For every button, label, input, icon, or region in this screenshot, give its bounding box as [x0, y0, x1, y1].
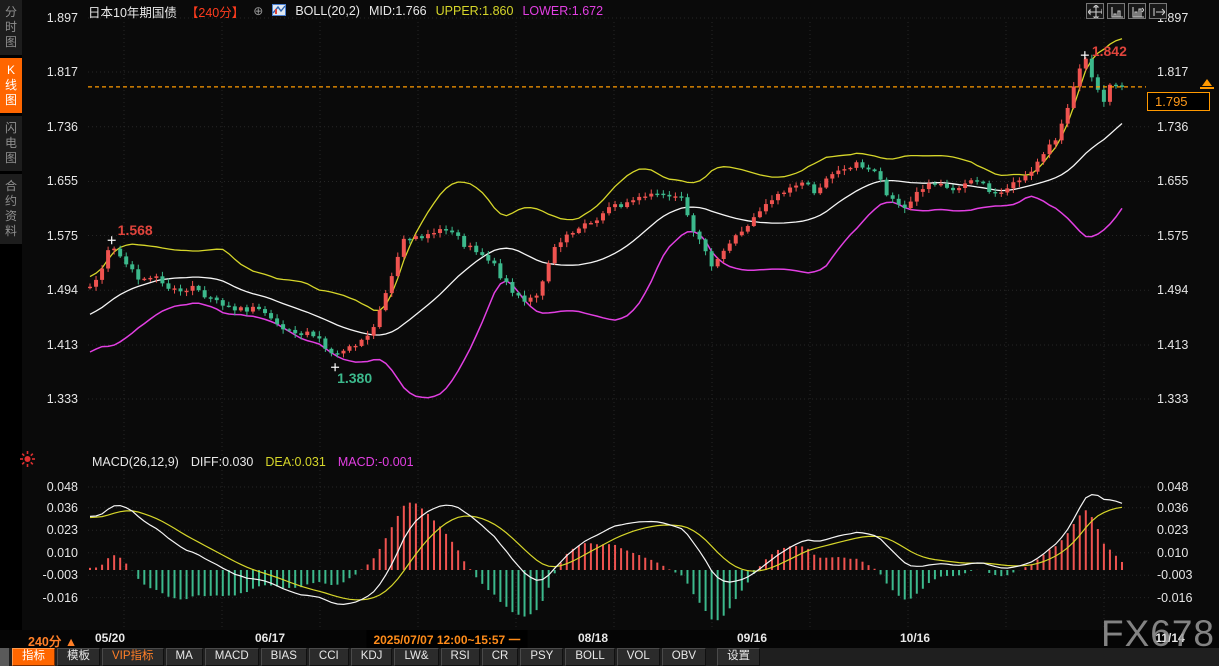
- macd-tick-left: 0.023: [46, 523, 78, 538]
- sidebar-tab-char: 电: [4, 136, 17, 150]
- kline-style-icon[interactable]: [272, 3, 287, 19]
- sidebar-tab-char: 图: [4, 93, 17, 107]
- macd-dea-value: DEA:0.031: [265, 455, 326, 469]
- circle-plus-icon[interactable]: ⊕: [253, 4, 264, 18]
- macd-tick-left: 0.010: [46, 545, 78, 560]
- macd-tick-right: -0.016: [1157, 590, 1193, 605]
- instrument-title: 日本10年期国债: [88, 5, 177, 20]
- sidebar-tab-char: 合: [4, 179, 17, 193]
- macd-value: MACD:-0.001: [337, 455, 414, 469]
- red-beacon-icon[interactable]: [20, 451, 35, 467]
- period-label: 【240分】: [185, 5, 245, 20]
- sidebar-tab-char: 资: [4, 209, 17, 223]
- price-tick-left: 1.655: [46, 174, 78, 189]
- toolbar-button-8[interactable]: KDJ: [350, 648, 393, 666]
- price-tick-right: 1.736: [1157, 119, 1189, 134]
- price-tick-right: 1.333: [1157, 391, 1189, 406]
- macd-tick-left: -0.016: [42, 590, 78, 605]
- toolbar-button-16[interactable]: 设置: [717, 648, 761, 666]
- price-tick-left: 1.897: [46, 11, 78, 25]
- macd-tick-right: 0.048: [1157, 479, 1189, 494]
- price-tick-left: 1.817: [46, 65, 78, 80]
- sidebar-tab-char: 闪: [4, 121, 17, 135]
- sidebar-tab-char: K: [6, 63, 15, 77]
- price-tick-left: 1.494: [46, 283, 78, 298]
- toolbar-button-1[interactable]: 指标: [12, 648, 55, 666]
- macd-header: MACD(26,12,9) DIFF:0.030 DEA:0.031 MACD:…: [92, 455, 414, 469]
- price-tick-right: 1.494: [1157, 283, 1189, 298]
- boll-mid-value: MID:1.766: [368, 4, 427, 18]
- macd-tick-right: 0.010: [1157, 545, 1189, 560]
- macd-indicator-name: MACD(26,12,9): [92, 455, 179, 469]
- boll-lower-value: LOWER:1.672: [522, 4, 604, 18]
- price-tick-left: 1.333: [46, 391, 78, 406]
- sidebar-tab-3[interactable]: 闪电图: [0, 116, 22, 171]
- macd-tick-right: 0.036: [1157, 500, 1189, 515]
- price-annotation: 1.842: [1092, 43, 1127, 59]
- macd-tick-left: 0.048: [46, 479, 78, 494]
- expand-horizontal-icon[interactable]: [1128, 3, 1146, 19]
- sidebar-tab-char: 时: [4, 20, 17, 34]
- sidebar-tab-char: 分: [4, 5, 17, 19]
- date-tick: 11/14: [1155, 631, 1185, 645]
- crosshair-icon[interactable]: [1086, 3, 1104, 19]
- date-tick: 08/18: [577, 631, 609, 645]
- compress-horizontal-icon[interactable]: [1107, 3, 1125, 19]
- macd-tick-left: -0.003: [42, 568, 78, 583]
- period-dropdown[interactable]: 240分 ▲: [28, 635, 78, 649]
- chart-tool-buttons: [1086, 3, 1167, 19]
- sidebar-tab-char: 图: [4, 151, 17, 165]
- date-tick: 10/16: [899, 631, 931, 645]
- date-tick: 05/20: [94, 631, 126, 645]
- sidebar-tab-1[interactable]: 分时图: [0, 0, 22, 55]
- price-marker-arrow-icon: [1200, 79, 1214, 89]
- time-axis: 240分 ▲ 05/20 06/17 08/18 09/16 10/16 11/14 202…: [0, 630, 1219, 649]
- price-annotation: 1.380: [337, 370, 372, 386]
- price-tick-left: 1.413: [46, 337, 78, 352]
- date-tick: 06/17: [254, 631, 286, 645]
- price-annotation: 1.568: [118, 222, 153, 238]
- chart-header: 日本10年期国债 【240分】 ⊕ BOLL(20,2) MID:1.766 U…: [88, 3, 604, 20]
- boll-indicator-name: BOLL(20,2): [295, 4, 360, 18]
- price-tick-right: 1.413: [1157, 337, 1189, 352]
- date-tick: 09/16: [736, 631, 768, 645]
- macd-diff-value: DIFF:0.030: [190, 455, 254, 469]
- toolbar-button-9[interactable]: LW&: [394, 648, 439, 666]
- toolbar-button-2[interactable]: 模板: [57, 648, 100, 666]
- toolbar-button-12[interactable]: PSY: [520, 648, 564, 666]
- shift-right-icon[interactable]: [1149, 3, 1167, 19]
- indicator-toolbar: 指标 模板 VIP指标 MA MACD BIAS CCI KDJ LW& RSI CR PSY BOLL…: [0, 648, 1219, 666]
- sidebar-tab-char: 约: [4, 194, 17, 208]
- macd-tick-right: 0.023: [1157, 523, 1189, 538]
- macd-tick-left: 0.036: [46, 500, 78, 515]
- toolbar-button-13[interactable]: BOLL: [565, 648, 615, 666]
- selected-bar-time-label: 2025/07/07 12:00~15:57 一: [366, 630, 528, 649]
- price-tick-right: 1.817: [1157, 65, 1189, 80]
- watermark: FX678: [1100, 613, 1215, 654]
- current-price-badge: 1.795: [1147, 92, 1210, 111]
- macd-tick-right: -0.003: [1157, 568, 1193, 583]
- sidebar-tab-char: 料: [4, 224, 17, 238]
- toolbar-corner-handle: [0, 648, 9, 666]
- sidebar-tab-char: 图: [4, 35, 17, 49]
- sidebar-tab-char: 线: [4, 78, 17, 92]
- price-tick-right: 1.655: [1157, 174, 1189, 189]
- boll-upper-value: UPPER:1.860: [435, 4, 514, 18]
- price-tick-right: 1.575: [1157, 228, 1189, 243]
- price-tick-left: 1.736: [46, 119, 78, 134]
- price-tick-left: 1.575: [46, 228, 78, 243]
- sidebar-tab-4[interactable]: 合约资料: [0, 174, 22, 244]
